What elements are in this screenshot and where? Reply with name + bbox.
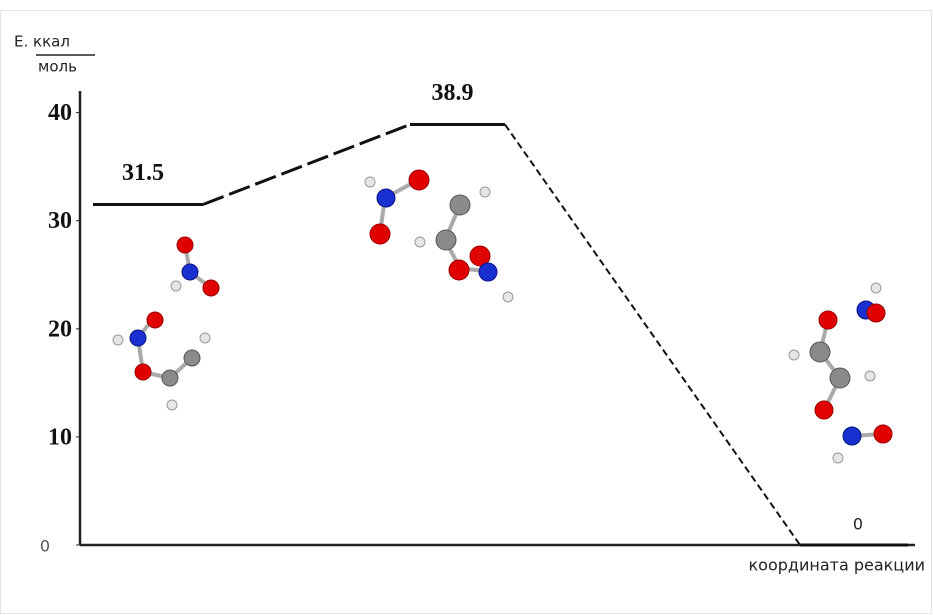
y-tick-label: 10 [48,424,72,450]
y-tick-label: 30 [48,208,72,234]
y-label-denominator: моль [38,58,77,76]
value-label: 38.9 [432,80,474,106]
y-tick-label: 0 [40,537,50,556]
y-label-numerator: Е. ккал [14,33,70,51]
y-tick-label: 20 [48,316,72,342]
y-tick-label: 40 [48,100,72,126]
value-label: 0 [853,515,863,534]
x-label: координата реакции [749,556,926,575]
value-label: 31.5 [122,160,164,186]
chart: Е. ккал моль координата реакции 0 10 20 30 4… [0,0,933,615]
